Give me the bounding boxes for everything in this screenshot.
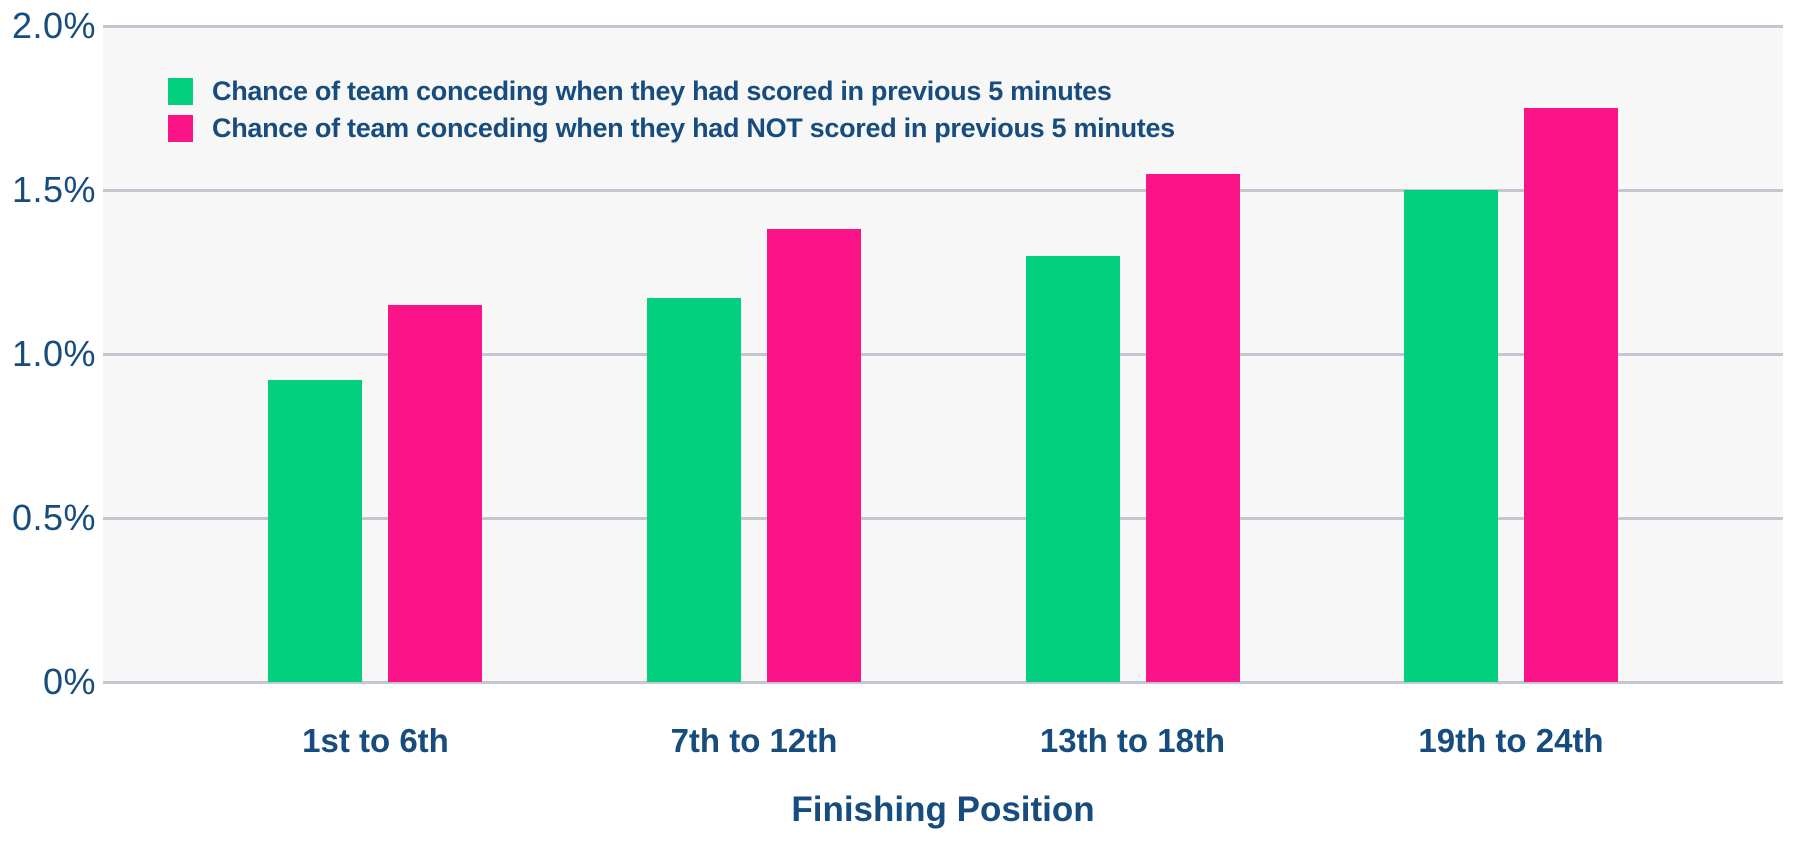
plot-area: Chance of team conceding when they had s…	[103, 24, 1783, 684]
bar-group	[1404, 108, 1618, 682]
bar-not-scored	[1145, 173, 1240, 682]
x-axis-tick-label: 1st to 6th	[302, 722, 449, 759]
legend-swatch-not-scored	[168, 114, 193, 142]
bar-group	[1025, 173, 1240, 682]
bar-scored	[1025, 255, 1120, 682]
x-axis: 1st to 6th 7th to 12th 13th to 18th 19th to…	[103, 722, 1783, 762]
legend-row: Chance of team conceding when they had N…	[168, 112, 1175, 143]
bar-group	[268, 304, 483, 682]
y-axis-tick-label: 2.0%	[11, 5, 96, 46]
gridline	[103, 24, 1783, 28]
bar-not-scored	[767, 229, 861, 682]
legend: Chance of team conceding when they had s…	[168, 75, 1175, 143]
y-axis: 2.0% 1.5% 1.0% 0.5% 0%	[0, 5, 96, 702]
gridline	[103, 352, 1783, 356]
gridline	[103, 516, 1783, 520]
gridline	[103, 188, 1783, 192]
bar-group	[647, 229, 861, 682]
bar-scored	[1404, 190, 1498, 682]
y-axis-tick-label: 1.0%	[11, 333, 96, 374]
bar-not-scored	[1524, 108, 1618, 682]
y-axis-tick-label: 0.5%	[11, 497, 96, 538]
legend-label: Chance of team conceding when they had N…	[212, 112, 1175, 143]
legend-label: Chance of team conceding when they had s…	[212, 75, 1112, 106]
y-axis-tick-label: 1.5%	[11, 169, 96, 210]
gridline	[103, 680, 1783, 684]
x-axis-tick-label: 13th to 18th	[1039, 722, 1226, 759]
bar-scored	[647, 298, 741, 682]
y-axis-tick-label: 0%	[42, 661, 96, 702]
bar-not-scored	[388, 304, 483, 682]
legend-row: Chance of team conceding when they had s…	[168, 75, 1175, 106]
x-axis-tick-label: 7th to 12th	[670, 722, 838, 759]
bar-scored	[268, 380, 363, 682]
x-axis-tick-label: 19th to 24th	[1418, 722, 1604, 759]
x-axis-title: Finishing Position	[791, 790, 1095, 829]
legend-swatch-scored	[168, 77, 193, 105]
